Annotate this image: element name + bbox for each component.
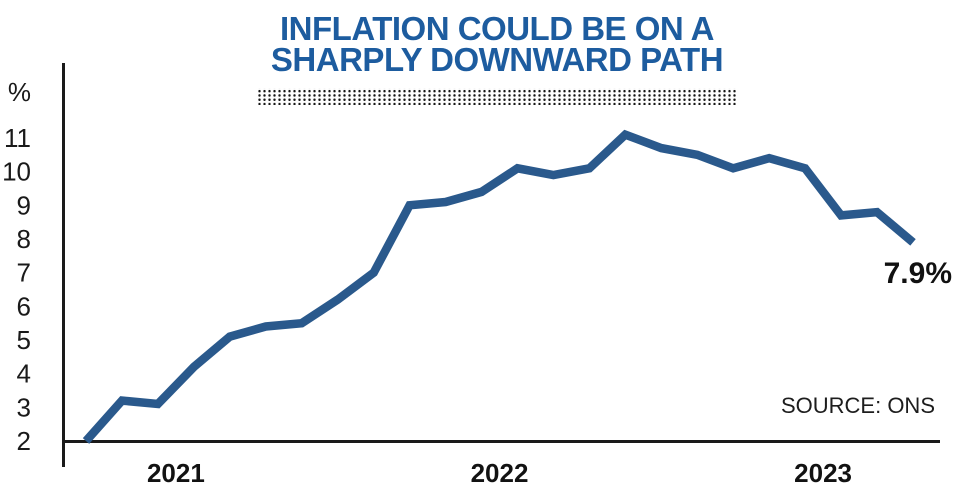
inflation-series-line (82, 129, 916, 444)
x-year-label: 2021 (147, 458, 205, 488)
end-value-label: 7.9% (884, 257, 952, 290)
y-tick-label: 9 (17, 190, 31, 220)
y-tick-label: 6 (17, 291, 31, 321)
y-tick-label: 11 (4, 123, 31, 153)
y-tick-label: 5 (17, 325, 31, 355)
y-tick-label: 2 (17, 426, 31, 456)
y-tick-label: 7 (17, 258, 31, 288)
chart-title: INFLATION COULD BE ON A SHARPLY DOWNWARD… (34, 10, 960, 78)
y-tick-label: 10 (2, 157, 31, 187)
chart-title-line1: INFLATION COULD BE ON A (280, 10, 714, 47)
y-tick-label: 3 (17, 392, 31, 422)
dotted-divider (256, 88, 738, 105)
x-year-label: 2022 (471, 458, 529, 488)
y-axis-unit-label: % (8, 77, 31, 107)
x-year-labels: 2021 2022 2023 (147, 458, 852, 488)
x-year-label: 2023 (794, 458, 852, 488)
chart-title-line2: SHARPLY DOWNWARD PATH (270, 41, 724, 78)
y-tick-label: 8 (17, 224, 31, 254)
source-label: SOURCE: ONS (781, 393, 935, 418)
y-tick-labels: 2 34 5 67 8 910 11 (2, 123, 31, 456)
y-tick-label: 4 (17, 359, 31, 389)
